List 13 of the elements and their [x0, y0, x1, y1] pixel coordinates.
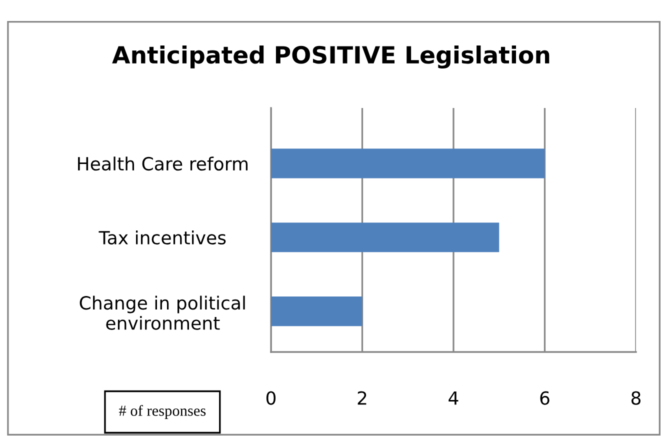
- y-tick-label: Health Care reform: [78, 156, 248, 171]
- x-axis-title: # of responses: [119, 404, 206, 420]
- x-tick-label: 8: [631, 391, 641, 405]
- y-tick-label: Change in political environment: [80, 296, 245, 330]
- x-tick-label: 4: [448, 391, 458, 405]
- x-tick-label: 0: [266, 391, 276, 405]
- bar: [271, 296, 362, 326]
- x-tick-label: 6: [540, 391, 550, 405]
- x-tick-label: 2: [358, 391, 366, 405]
- chart-title: Anticipated POSITIVE Legislation: [112, 45, 550, 69]
- y-tick-label: Tax incentives: [98, 230, 226, 245]
- bar: [271, 148, 545, 178]
- bar: [271, 222, 500, 252]
